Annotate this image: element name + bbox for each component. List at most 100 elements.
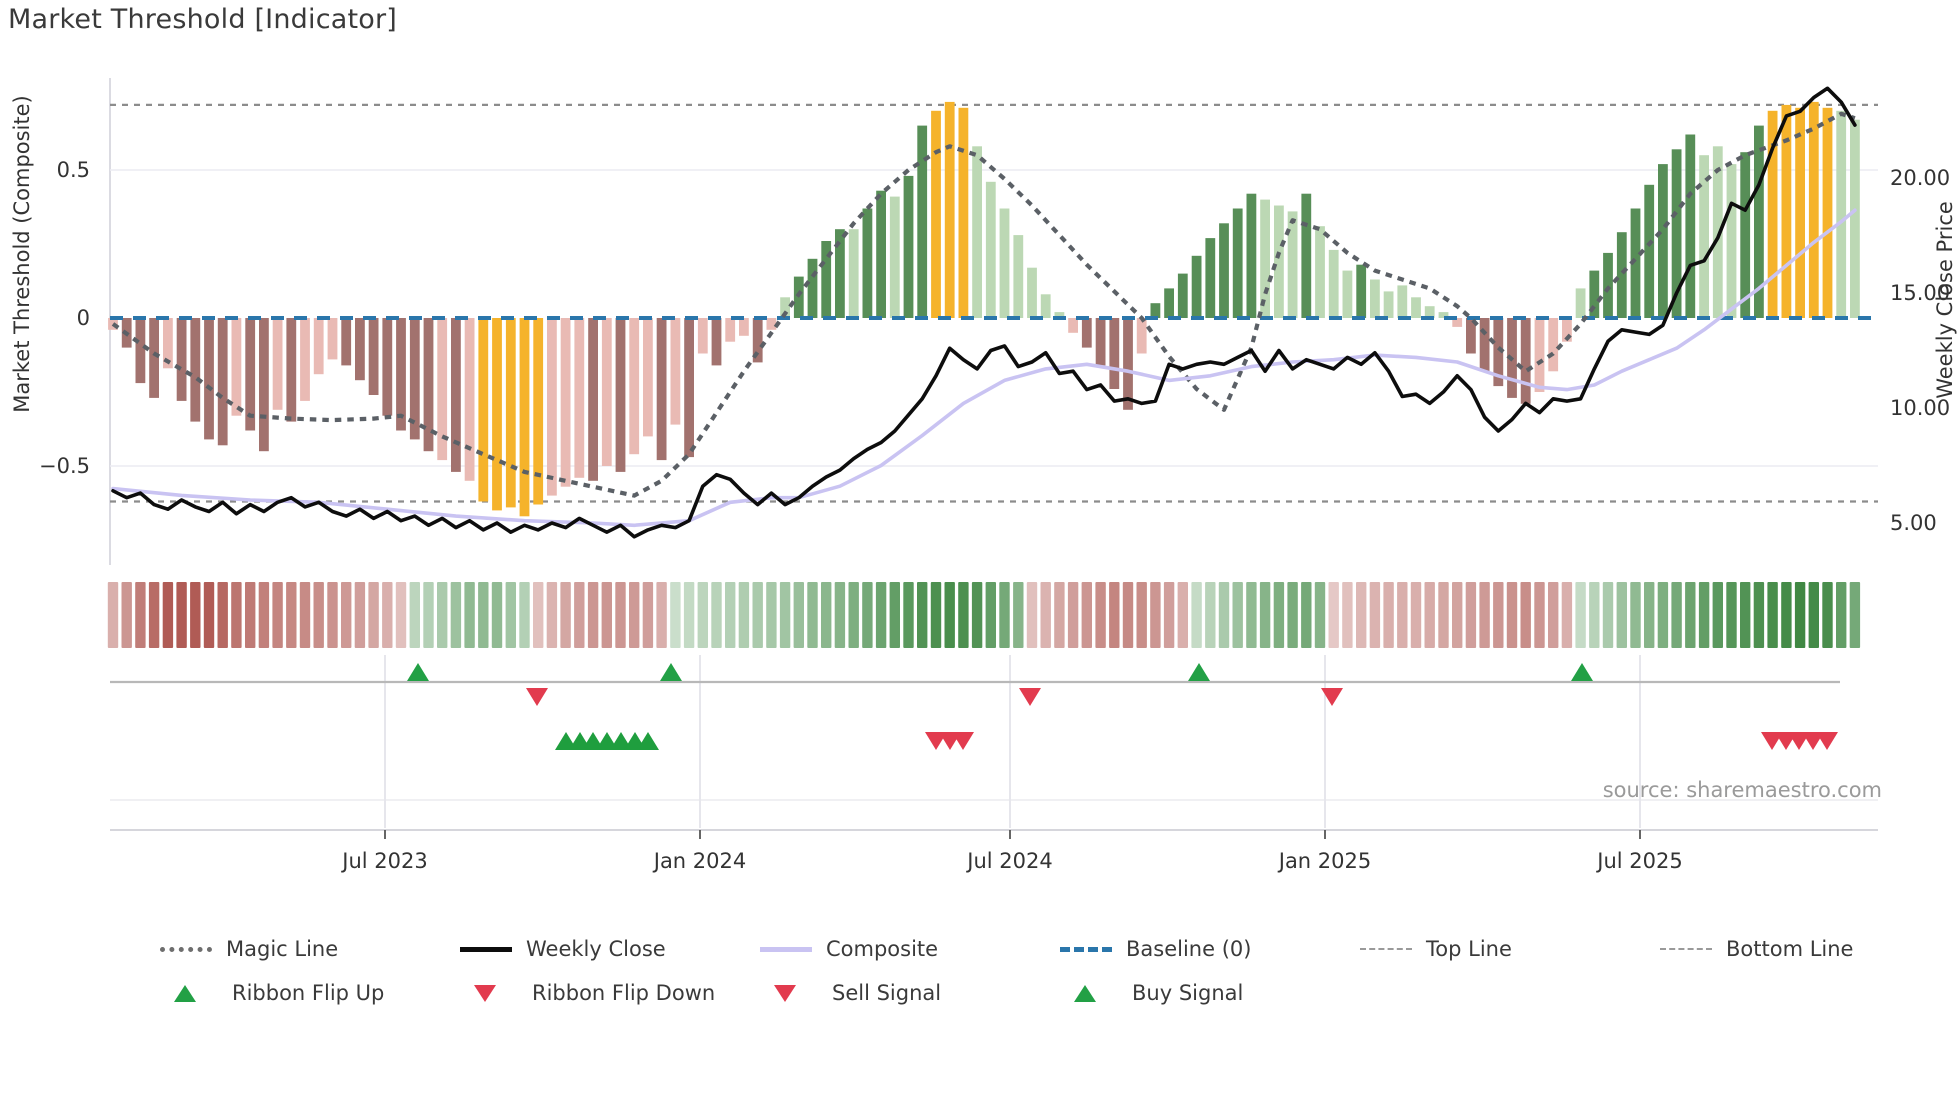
ribbon-cell (752, 582, 763, 648)
histogram-bar (944, 101, 955, 319)
histogram-bar (1287, 211, 1298, 318)
ribbon-cell (1808, 582, 1819, 648)
page-title: Market Threshold [Indicator] (8, 4, 398, 35)
ribbon-cell (1602, 582, 1614, 648)
ribbon-cell (958, 582, 969, 648)
ribbon-cell (1259, 582, 1271, 648)
ribbon-cell (217, 582, 228, 648)
histogram-bar (1562, 318, 1572, 342)
ribbon-cell (1150, 582, 1161, 648)
ribbon-cell (1410, 582, 1422, 648)
histogram-bar (807, 258, 818, 318)
histogram-bar (752, 318, 763, 363)
histogram-bar (1260, 199, 1270, 318)
ribbon-cell (574, 582, 585, 648)
histogram-bar (1081, 318, 1092, 348)
ribbon-cell (1726, 582, 1737, 648)
legend: Magic Line Weekly Close Composite Baseli… (160, 932, 1900, 1020)
sell-signal-marker (925, 732, 947, 750)
histogram-bar (1836, 110, 1847, 318)
ribbon-cell (1794, 582, 1806, 648)
ribbon-cell (1671, 582, 1682, 648)
histogram-bar (505, 318, 516, 508)
ribbon-flip-down-marker (1019, 688, 1041, 706)
histogram-bar (1342, 270, 1353, 318)
histogram-bar (1356, 264, 1367, 318)
ribbon-cell (697, 582, 708, 648)
histogram-bar (300, 318, 310, 401)
x-tick-label: Jul 2023 (340, 849, 427, 873)
histogram-bar (739, 318, 749, 336)
ribbon-cell (1781, 582, 1792, 648)
ribbon-cell (587, 582, 599, 648)
histogram-bar (1040, 294, 1051, 318)
buy-signal-marker (555, 732, 577, 750)
ribbon-cell (519, 582, 530, 648)
ribbon-cell (1342, 582, 1353, 648)
legend-item-composite: Composite (760, 932, 1060, 966)
ribbon-cell (327, 582, 338, 648)
histogram-bar (355, 318, 365, 381)
histogram-bar (1411, 297, 1421, 318)
histogram-bar (985, 181, 996, 318)
ribbon-cell (245, 582, 256, 648)
ribbon-cell (971, 582, 983, 648)
legend-label: Ribbon Flip Up (232, 981, 385, 1005)
ribbon-cell (1753, 582, 1765, 648)
legend-item-bottom-line: Bottom Line (1660, 932, 1960, 966)
histogram-bar (396, 318, 406, 431)
magic-line (111, 111, 1856, 498)
ribbon-cell (725, 582, 736, 648)
ribbon-cell (999, 582, 1010, 648)
histogram-bar (176, 318, 187, 401)
ribbon-cell (395, 582, 407, 648)
ribbon-cell (601, 582, 612, 648)
legend-label: Top Line (1426, 937, 1512, 961)
histogram-bar (492, 318, 502, 511)
histogram-bar (1232, 208, 1243, 318)
histogram-bar (656, 318, 667, 461)
histogram-bar (1424, 306, 1435, 318)
histogram-bar (423, 318, 434, 452)
ribbon-cell (1040, 582, 1051, 648)
right-tick-label: 15.00 (1890, 281, 1950, 305)
composite-swatch-icon (760, 946, 812, 952)
right-tick-label: 5.00 (1890, 511, 1937, 535)
ribbon-cell (313, 582, 324, 648)
histogram-bar (1671, 149, 1682, 318)
legend-row-lines: Magic Line Weekly Close Composite Baseli… (160, 932, 1900, 966)
histogram-bar (1726, 164, 1737, 318)
histogram-bar (1616, 232, 1627, 318)
histogram-bar (1781, 104, 1792, 319)
x-tick-label: Jan 2025 (1277, 849, 1372, 873)
ribbon-cell (862, 582, 873, 648)
histogram-bar (1027, 267, 1037, 318)
histogram-bar (766, 318, 777, 330)
composite-line (111, 208, 1857, 528)
legend-row-markers: Ribbon Flip Up Ribbon Flip Down Sell Sig… (160, 976, 1900, 1010)
ribbon-cell (1644, 582, 1655, 648)
ribbon-cell (450, 582, 462, 648)
x-tick-label: Jul 2025 (1595, 849, 1682, 873)
histogram-bar (1438, 312, 1449, 318)
histogram-bar (1095, 318, 1106, 366)
ribbon-cell (1465, 582, 1477, 648)
histogram-bar (835, 229, 845, 318)
histogram-bar (368, 318, 379, 395)
histogram-bar (1136, 318, 1147, 354)
histogram-bar (876, 190, 886, 318)
ribbon-cell (533, 582, 544, 648)
legend-label: Magic Line (226, 937, 339, 961)
ribbon-cell (231, 582, 242, 648)
ribbon-cell (1575, 582, 1586, 648)
legend-label: Baseline (0) (1126, 937, 1252, 961)
histogram-bar (560, 318, 571, 487)
ribbon-cell (1067, 582, 1079, 648)
histogram-bar (149, 318, 159, 398)
ribbon-cell (148, 582, 160, 648)
ribbon-cell (1548, 582, 1559, 648)
histogram-bar (259, 318, 269, 452)
histogram-bar (931, 110, 941, 318)
bottom-line-swatch-icon (1660, 948, 1712, 950)
